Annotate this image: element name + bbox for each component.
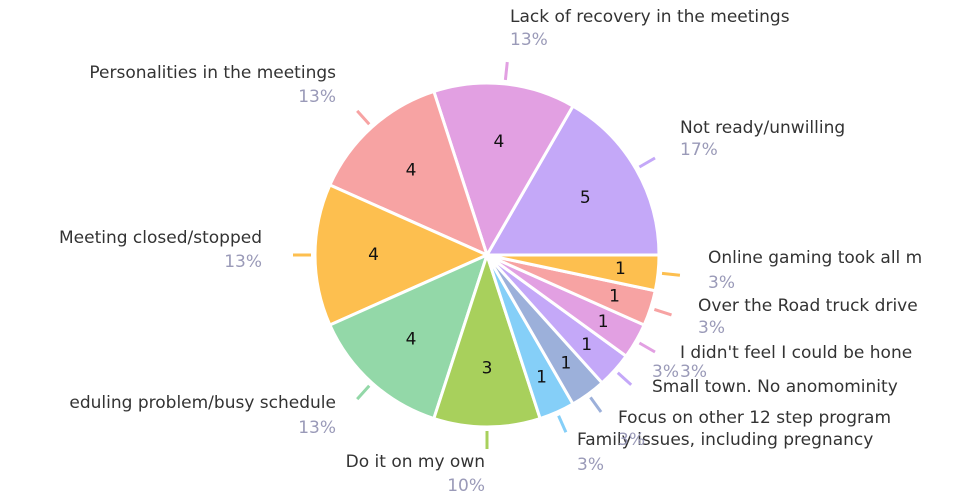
slice-name-label: Over the Road truck drive: [698, 296, 918, 316]
slice-percent-label: 3%: [618, 430, 645, 450]
pie-slice: [313, 183, 491, 327]
leader-line: [589, 396, 603, 413]
slice-name-label: Do it on my own: [346, 452, 485, 472]
slice-percent-label: 13%: [298, 418, 336, 438]
slice-percent-label: 13%: [510, 30, 548, 50]
slice-value-label: 1: [615, 259, 626, 279]
slice-value-label: 4: [493, 132, 504, 152]
slice-value-label: 1: [536, 368, 547, 388]
leader-line: [356, 109, 371, 126]
slice-value-label: 4: [368, 245, 379, 265]
slice-name-label: eduling problem/busy schedule: [69, 393, 336, 413]
pie-slice: [327, 252, 490, 421]
leader-line: [356, 384, 371, 401]
leader-line: [503, 61, 509, 81]
slice-percent-label: 3%: [652, 362, 679, 382]
slice-value-label: 1: [598, 312, 609, 332]
slice-value-label: 1: [560, 354, 571, 374]
pie-slice: [486, 253, 661, 293]
slice-name-label: Focus on other 12 step program: [618, 408, 891, 428]
leader-line: [638, 156, 656, 169]
slice-percent-label: 13%: [224, 252, 262, 272]
slice-name-label: Not ready/unwilling: [680, 118, 845, 138]
pie-slice: [327, 89, 490, 258]
leader-line: [557, 415, 568, 433]
pie-slice: [431, 81, 576, 259]
slice-percent-label: 3%: [680, 362, 707, 382]
slice-percent-label: 3%: [708, 273, 735, 293]
slice-name-label: Family issues, including pregnancy: [577, 430, 873, 450]
slice-value-label: 5: [580, 188, 591, 208]
leader-line: [616, 371, 633, 386]
slice-name-label: I didn't feel I could be hone: [680, 343, 912, 363]
slice-name-label: Personalities in the meetings: [89, 63, 336, 83]
slice-percent-label: 3%: [698, 318, 725, 338]
slice-value-label: 3: [482, 359, 493, 379]
leader-line: [638, 341, 656, 354]
pie-slice: [484, 103, 661, 257]
slice-name-label: Lack of recovery in the meetings: [510, 7, 790, 27]
slice-name-label: Meeting closed/stopped: [59, 228, 262, 248]
slice-percent-label: 17%: [680, 140, 718, 160]
pie-slice: [431, 250, 543, 429]
slice-percent-label: 10%: [447, 476, 485, 494]
slice-name-label: Online gaming took all m: [708, 248, 922, 268]
slice-name-label: Small town. No anomominity: [652, 377, 898, 397]
slice-percent-label: 3%: [577, 455, 604, 475]
slice-value-label: 4: [406, 329, 417, 349]
slice-value-label: 1: [581, 335, 592, 355]
leader-line: [661, 271, 681, 277]
leader-line: [653, 307, 672, 317]
slice-percent-label: 13%: [298, 87, 336, 107]
slice-value-label: 4: [406, 161, 417, 181]
slice-value-label: 1: [609, 286, 620, 306]
